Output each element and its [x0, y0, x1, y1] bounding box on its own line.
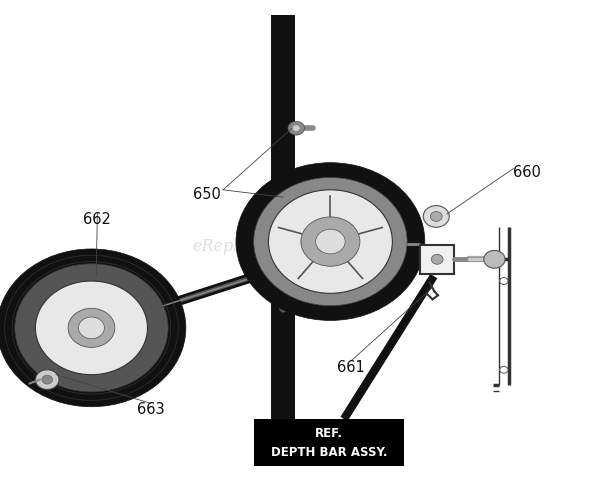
Bar [420, 245, 454, 274]
Circle shape [15, 264, 168, 392]
Ellipse shape [278, 299, 288, 313]
Text: 650: 650 [194, 187, 221, 202]
Ellipse shape [278, 279, 288, 293]
Circle shape [484, 250, 505, 268]
Circle shape [430, 211, 442, 221]
Bar [254, 419, 404, 466]
Text: 660: 660 [513, 165, 541, 180]
Circle shape [78, 317, 104, 339]
Circle shape [68, 308, 115, 348]
Circle shape [0, 249, 186, 407]
Circle shape [254, 177, 407, 306]
Circle shape [236, 163, 425, 320]
Ellipse shape [278, 200, 288, 214]
Circle shape [293, 125, 300, 131]
Circle shape [35, 281, 148, 375]
Circle shape [316, 229, 345, 254]
Text: 661: 661 [337, 360, 365, 375]
Text: 663: 663 [137, 402, 164, 417]
Text: REF.: REF. [315, 426, 343, 440]
Circle shape [423, 206, 449, 227]
Bar [271, 15, 295, 451]
Ellipse shape [278, 259, 288, 273]
Text: eReplacementParts: eReplacementParts [193, 238, 350, 255]
Circle shape [431, 254, 443, 264]
Circle shape [500, 278, 508, 284]
Text: DEPTH BAR ASSY.: DEPTH BAR ASSY. [271, 446, 387, 459]
Text: 662: 662 [83, 212, 112, 227]
Circle shape [288, 121, 304, 135]
Ellipse shape [278, 180, 288, 194]
Ellipse shape [278, 220, 288, 234]
Ellipse shape [278, 240, 288, 253]
Circle shape [35, 370, 59, 389]
Circle shape [268, 190, 392, 293]
Circle shape [301, 217, 360, 266]
Circle shape [42, 375, 53, 384]
Circle shape [500, 366, 508, 373]
